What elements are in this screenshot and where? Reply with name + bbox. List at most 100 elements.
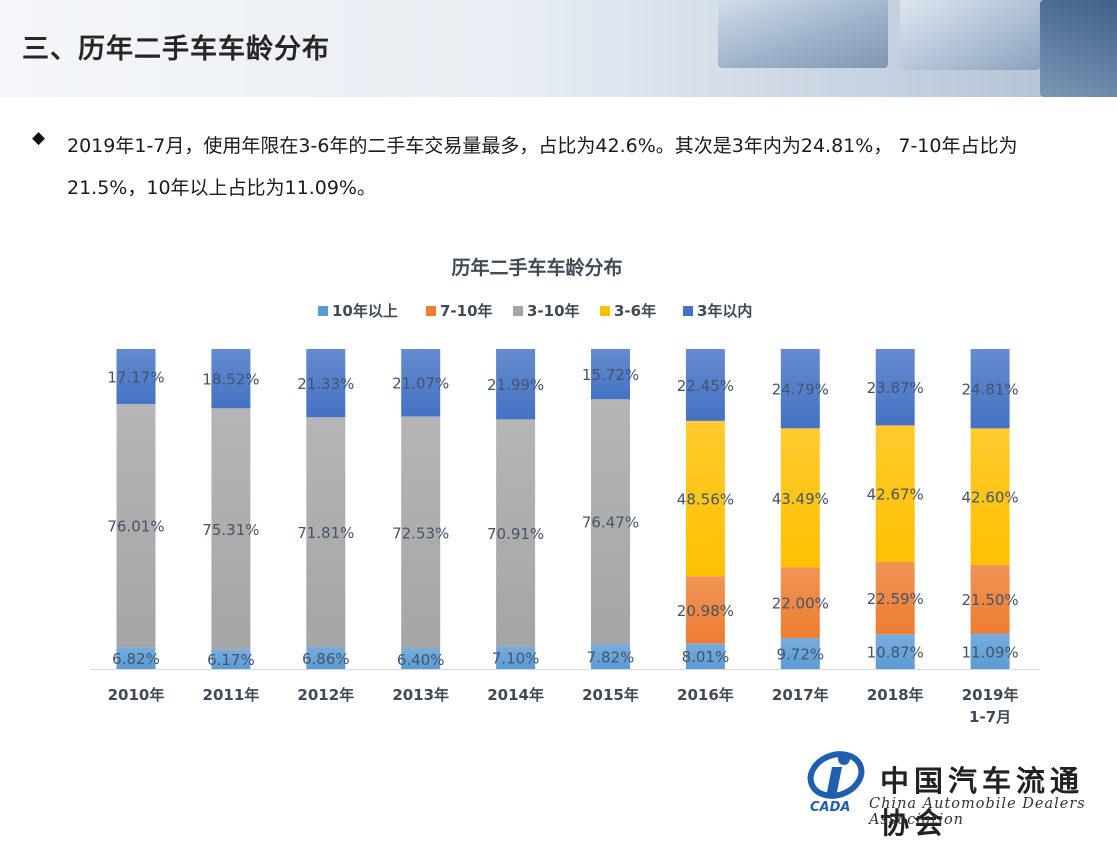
bar-segment: [591, 399, 630, 644]
x-tick-label: 2018年: [867, 686, 924, 704]
legend-swatch: [683, 306, 693, 316]
data-label: 6.40%: [397, 651, 445, 669]
chart-title: 历年二手车车龄分布: [451, 256, 622, 279]
data-label: 21.50%: [961, 591, 1018, 609]
bar-segment: [211, 408, 251, 650]
data-label: 21.99%: [487, 376, 544, 394]
bar-segment: [401, 416, 441, 649]
data-label: 76.47%: [582, 514, 639, 532]
data-label: 11.09%: [961, 643, 1018, 661]
data-label: 42.60%: [961, 489, 1018, 507]
legend-swatch: [600, 306, 610, 316]
data-label: 10.87%: [867, 644, 924, 662]
bar-segment: [875, 425, 915, 562]
bar-segment: [875, 561, 915, 635]
data-label: 21.33%: [297, 375, 354, 393]
bar-segment: [211, 349, 251, 409]
bar-segment: [496, 646, 536, 669]
cada-mark-text: CADA: [810, 800, 850, 815]
bar-segment: [496, 349, 536, 420]
bar-segment: [306, 647, 346, 669]
bar-segment: [116, 349, 156, 404]
association-name-en: China Automobile Dealers Association: [869, 796, 1086, 828]
bar-segment: [685, 576, 725, 644]
data-label: 22.00%: [772, 595, 829, 613]
bar-segment: [875, 634, 915, 669]
stacked-bar-chart: 历年二手车车龄分布 10年以上 7-10年 3-10年 3-6年 3年以内 6.82% 76.…: [90, 256, 1040, 726]
bar-segment: [780, 428, 820, 568]
legend-label: 10年以上: [332, 302, 398, 320]
header-decoration-cube: [1040, 0, 1117, 97]
data-label: 6.82%: [112, 650, 160, 668]
data-label: 18.52%: [202, 371, 259, 389]
cada-logo-icon: CADA: [807, 751, 865, 815]
data-label: 22.59%: [867, 590, 924, 608]
data-label: 23.87%: [867, 379, 924, 397]
data-label: 72.53%: [392, 524, 449, 542]
data-label: 7.10%: [492, 650, 540, 668]
bar-segment: [970, 349, 1010, 429]
x-tick-label: 2010年: [108, 686, 165, 704]
data-label: 43.49%: [772, 490, 829, 508]
header-decoration-cube: [718, 0, 888, 68]
summary-text: 2019年1-7月，使用年限在3-6年的二手车交易量最多，占比为42.6%。其次…: [67, 135, 1018, 199]
data-label: 24.81%: [961, 381, 1018, 399]
legend-label: 7-10年: [440, 302, 493, 320]
legend-swatch: [426, 306, 436, 316]
data-label: 17.17%: [107, 368, 164, 386]
bar-segment: [496, 419, 536, 647]
bar-segment: [780, 567, 820, 638]
x-tick-label: 2019年: [962, 686, 1019, 704]
bar-segment: [970, 428, 1010, 565]
data-label: 22.45%: [677, 377, 734, 395]
data-label: 8.01%: [682, 648, 730, 666]
data-label: 76.01%: [107, 518, 164, 536]
bar-segment: [591, 643, 630, 669]
bar-segment: [970, 633, 1010, 669]
bar-segment: [211, 649, 251, 669]
bar-segment: [306, 417, 346, 648]
bar-segment: [306, 349, 346, 418]
bar-segment: [780, 637, 820, 669]
data-label: 15.72%: [582, 366, 639, 384]
data-label: 70.91%: [487, 525, 544, 543]
data-label: 71.81%: [297, 524, 354, 542]
data-label: 75.31%: [202, 521, 259, 539]
legend-label: 3-6年: [614, 302, 656, 320]
legend-swatch: [318, 306, 328, 316]
data-label: 20.98%: [677, 602, 734, 620]
x-tick-label: 2014年: [487, 686, 544, 704]
bullet-diamond-icon: ◆: [32, 128, 46, 148]
data-label: 6.17%: [207, 651, 255, 669]
data-label: 9.72%: [776, 645, 824, 663]
bar-segment: [780, 349, 820, 429]
legend-label: 3-10年: [527, 302, 580, 320]
x-tick-label: 1-7月: [969, 708, 1011, 726]
header-decoration-cube: [900, 0, 1040, 70]
data-label: 7.82%: [587, 648, 635, 666]
data-label: 6.86%: [302, 650, 350, 668]
bar-segment: [970, 564, 1010, 634]
bar-segment: [116, 647, 156, 669]
bar-segment: [685, 420, 725, 577]
bar-segment: [116, 403, 156, 648]
data-label: 42.67%: [867, 486, 924, 504]
slide-header: 三、历年二手车车龄分布: [0, 0, 1117, 97]
bar-segment: [401, 349, 441, 417]
data-label: 48.56%: [677, 491, 734, 509]
data-label: 24.79%: [772, 381, 829, 399]
legend-label: 3年以内: [697, 302, 752, 320]
x-tick-label: 2017年: [772, 686, 829, 704]
x-tick-label: 2015年: [582, 686, 639, 704]
x-tick-label: 2011年: [203, 686, 260, 704]
x-tick-label: 2016年: [677, 686, 734, 704]
legend-swatch: [513, 306, 523, 316]
page-title: 三、历年二手车车龄分布: [22, 34, 330, 65]
x-tick-label: 2012年: [297, 686, 354, 704]
bar-segment: [875, 349, 915, 426]
x-tick-label: 2013年: [392, 686, 449, 704]
bar-segment: [591, 348, 630, 400]
data-label: 21.07%: [392, 375, 449, 393]
bar-segment: [401, 648, 441, 669]
bar-segment: [685, 643, 725, 669]
